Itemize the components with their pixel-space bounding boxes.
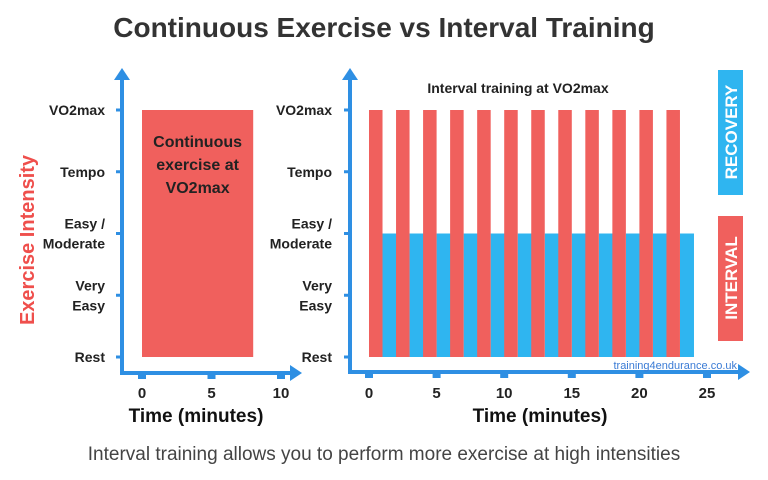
x-tick (703, 372, 711, 378)
x-tick (365, 372, 373, 378)
y-tick-label: Easy / Moderate (43, 216, 105, 252)
x-tick-label: 5 (432, 385, 440, 402)
x-tick (277, 373, 285, 379)
y-axis-title: Exercise Intensity (17, 154, 39, 325)
x-tick-label: 5 (207, 385, 215, 402)
interval-bar (585, 110, 599, 357)
interval-chart: Rest Very Easy Easy / Moderate Tempo VO2max Int… (270, 68, 750, 427)
continuous-bar (142, 110, 254, 357)
interval-bar (423, 110, 437, 357)
x-tick (567, 372, 576, 378)
x-tick (635, 372, 644, 378)
y-tick-label: Rest (302, 349, 333, 365)
interval-bar (504, 110, 518, 357)
y-tick-label: Rest (75, 349, 106, 365)
interval-bar (477, 110, 491, 357)
legend-recovery-label: RECOVERY (722, 84, 741, 179)
x-axis-arrow-icon (738, 364, 750, 380)
recovery-bar (625, 233, 640, 357)
recovery-bar (598, 233, 613, 357)
x-tick-label: 20 (631, 385, 648, 402)
recovery-bar (490, 233, 505, 357)
y-tick-label: Very Easy (299, 277, 332, 313)
bar-annotation: Continuous exercise at VO2max (153, 134, 242, 197)
x-tick-label: 25 (699, 385, 716, 402)
y-tick-label: Tempo (60, 164, 105, 180)
recovery-bar (652, 233, 667, 357)
x-tick (500, 372, 509, 378)
interval-bar (639, 110, 653, 357)
interval-bar (369, 110, 383, 357)
chart-title: Interval training at VO2max (427, 80, 608, 96)
caption: Interval training allows you to perform … (87, 444, 681, 465)
x-tick (207, 373, 216, 379)
x-tick-label: 10 (496, 385, 513, 402)
recovery-bar (517, 233, 532, 357)
y-tick-label: Very Easy (72, 277, 105, 313)
x-tick (138, 373, 146, 379)
recovery-bar (463, 233, 478, 357)
legend-interval-label: INTERVAL (722, 236, 741, 319)
x-axis-arrow-icon (290, 365, 302, 381)
watermark: training4endurance.co.uk (613, 360, 737, 372)
y-tick-label: Easy / Moderate (270, 216, 332, 252)
interval-bar (666, 110, 680, 357)
interval-bar (450, 110, 464, 357)
x-tick-label: 0 (138, 385, 146, 402)
x-tick (432, 372, 441, 378)
recovery-bar (679, 233, 694, 357)
continuous-chart: Rest Very Easy Easy / Moderate Tempo VO2max Con… (17, 68, 302, 427)
x-tick-label: 0 (365, 385, 373, 402)
interval-bar (396, 110, 410, 357)
recovery-bar (436, 233, 451, 357)
y-tick-label: VO2max (49, 102, 105, 118)
x-axis-title: Time (minutes) (473, 406, 608, 427)
y-tick-label: Tempo (287, 164, 332, 180)
recovery-bar (382, 233, 397, 357)
y-tick-label: VO2max (276, 102, 332, 118)
x-axis-title: Time (minutes) (129, 406, 264, 427)
x-tick-label: 10 (273, 385, 290, 402)
legend-interval-swatch (718, 216, 743, 341)
interval-bar (612, 110, 626, 357)
x-tick-label: 15 (563, 385, 580, 402)
legend-recovery-swatch (718, 70, 743, 195)
recovery-bar (409, 233, 424, 357)
page-title: Continuous Exercise vs Interval Training (113, 12, 655, 43)
interval-bar (558, 110, 572, 357)
y-axis-arrow-icon (342, 68, 358, 80)
recovery-bar (571, 233, 586, 357)
y-axis-arrow-icon (114, 68, 130, 80)
recovery-bar (544, 233, 559, 357)
interval-bar (531, 110, 545, 357)
